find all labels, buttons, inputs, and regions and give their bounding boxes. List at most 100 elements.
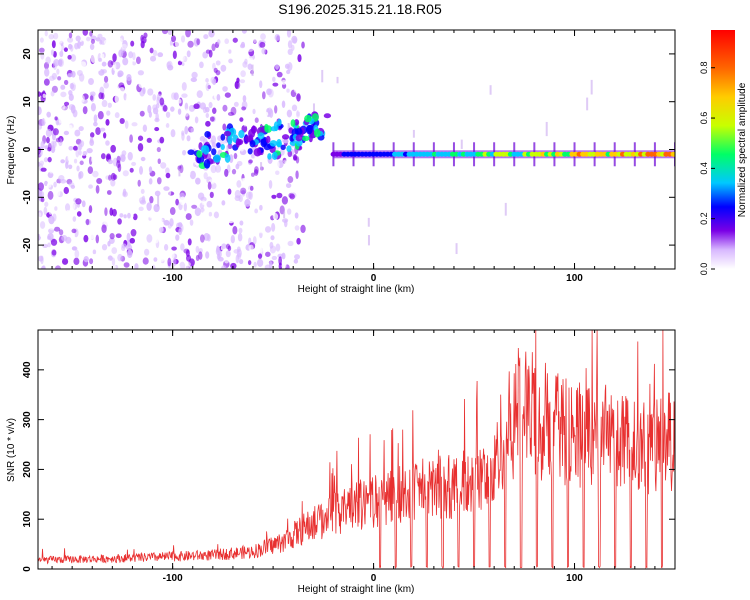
noise-dot xyxy=(234,189,241,199)
cluster-dot xyxy=(304,114,312,123)
noise-dot xyxy=(116,30,121,38)
noise-dot xyxy=(50,49,55,56)
noise-dot xyxy=(53,58,60,67)
noise-dot xyxy=(137,44,142,53)
noise-dot xyxy=(92,170,99,178)
noise-dot xyxy=(274,160,280,169)
noise-dot xyxy=(215,164,222,173)
noise-dot xyxy=(215,70,221,76)
noise-dot xyxy=(258,101,264,106)
noise-dot xyxy=(198,251,203,260)
noise-dot xyxy=(60,84,66,90)
noise-dot xyxy=(233,101,239,107)
noise-dot xyxy=(63,47,68,52)
noise-dot xyxy=(251,161,256,170)
cluster-dot xyxy=(204,131,211,138)
noise-dot xyxy=(46,182,52,188)
noise-dot xyxy=(68,146,74,151)
noise-dot xyxy=(230,234,235,244)
noise-dot xyxy=(276,181,283,190)
noise-dot xyxy=(63,79,69,85)
noise-dot xyxy=(239,259,244,265)
noise-dot xyxy=(103,82,109,89)
noise-dot xyxy=(122,205,127,211)
noise-dot xyxy=(87,166,94,174)
cluster-dot xyxy=(227,134,233,145)
noise-dot xyxy=(129,134,133,143)
noise-dot xyxy=(172,257,177,267)
noise-dot xyxy=(114,112,120,119)
noise-dot xyxy=(40,140,45,149)
x-tick-label: -100 xyxy=(163,573,183,584)
snr-xlabel: Height of straight line (km) xyxy=(298,584,415,595)
noise-dot xyxy=(126,74,132,81)
cluster-dot xyxy=(187,149,195,156)
noise-dot xyxy=(284,172,289,179)
cluster-dot xyxy=(280,144,286,150)
noise-dot xyxy=(47,190,54,200)
noise-dot xyxy=(259,247,263,253)
noise-dot xyxy=(89,139,95,147)
noise-dot xyxy=(266,107,273,115)
noise-dot xyxy=(152,94,157,101)
noise-dot xyxy=(275,64,280,70)
noise-dot xyxy=(54,206,58,211)
noise-dot xyxy=(67,73,73,78)
noise-dot xyxy=(259,204,263,211)
noise-dot xyxy=(83,234,89,243)
noise-dot xyxy=(154,117,160,123)
noise-dot xyxy=(65,209,71,217)
noise-dot xyxy=(111,247,118,255)
noise-dot xyxy=(138,206,144,212)
noise-dot xyxy=(293,258,299,264)
noise-dot xyxy=(112,87,118,93)
noise-dot xyxy=(282,218,289,223)
noise-dot xyxy=(63,101,70,106)
noise-dot xyxy=(68,226,72,233)
noise-dot xyxy=(129,167,134,173)
noise-dot xyxy=(99,127,106,132)
y-tick-label: 20 xyxy=(22,48,33,60)
noise-dot xyxy=(186,98,192,105)
noise-dot xyxy=(237,233,243,242)
noise-dot xyxy=(243,118,247,127)
noise-dot xyxy=(46,111,51,118)
noise-dot xyxy=(75,149,80,158)
noise-dot xyxy=(146,137,152,143)
noise-dot xyxy=(56,37,64,44)
noise-dot xyxy=(175,211,179,217)
noise-dot xyxy=(227,111,235,117)
noise-dot xyxy=(272,76,276,82)
noise-dot xyxy=(203,233,210,241)
cluster-dot xyxy=(202,145,210,155)
noise-dot xyxy=(301,41,305,49)
cluster-dot xyxy=(263,143,271,151)
noise-dot xyxy=(140,156,146,162)
noise-dot xyxy=(150,55,157,62)
cluster-dot xyxy=(264,123,269,131)
noise-dot xyxy=(190,127,194,133)
noise-dot xyxy=(177,98,182,104)
noise-dot xyxy=(205,112,210,118)
noise-dot xyxy=(40,167,47,172)
noise-dot xyxy=(99,39,103,45)
noise-dot xyxy=(63,186,70,195)
noise-dot xyxy=(210,255,216,264)
snr-ticks: -100 0 100 0 100 200 300 400 xyxy=(22,330,676,584)
noise-dot xyxy=(231,168,237,175)
noise-dot xyxy=(211,141,216,148)
noise-dot xyxy=(185,265,189,269)
cluster-dot xyxy=(220,133,226,141)
noise-dot xyxy=(153,257,158,262)
noise-dot xyxy=(60,91,67,98)
colorbar-gradient xyxy=(711,30,735,269)
noise-dot xyxy=(61,258,69,265)
sparse-streak xyxy=(157,195,160,207)
noise-dot xyxy=(264,226,272,233)
noise-dot xyxy=(262,63,267,72)
noise-dot xyxy=(103,265,111,269)
noise-dot xyxy=(93,121,98,127)
noise-dot xyxy=(179,261,186,269)
noise-dot xyxy=(165,111,171,118)
noise-dot xyxy=(103,75,109,83)
